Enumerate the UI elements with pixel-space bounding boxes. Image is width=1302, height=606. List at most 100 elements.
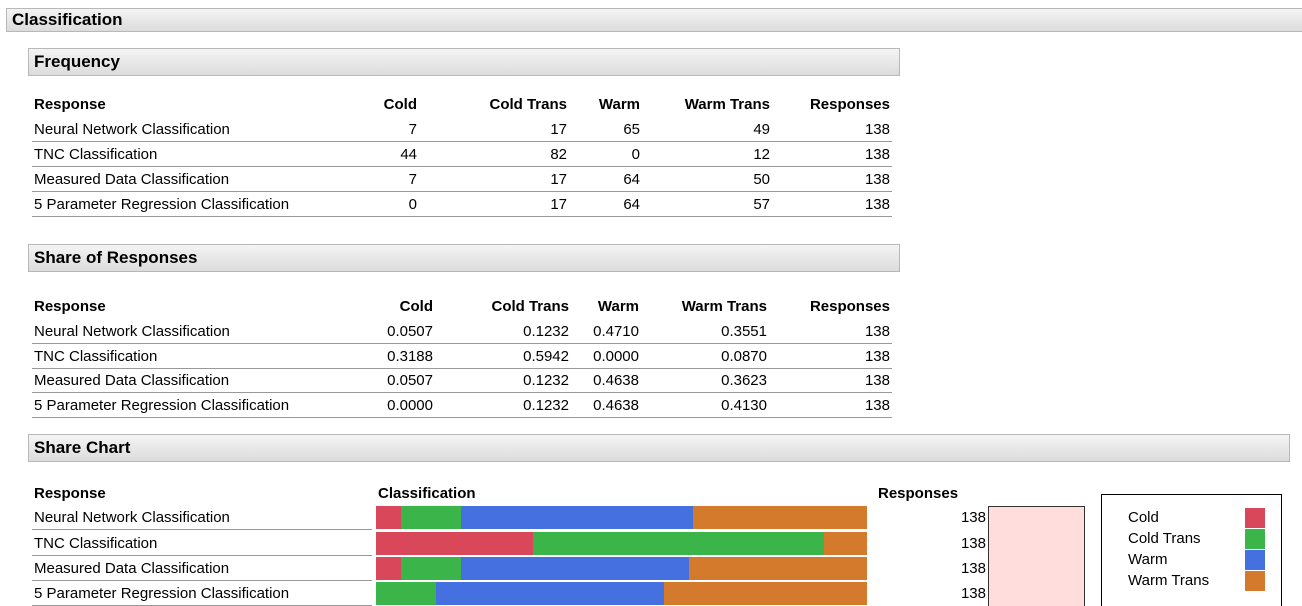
cell: 5 Parameter Regression Classification bbox=[34, 196, 290, 213]
cell: 7 bbox=[408, 121, 417, 138]
bar-segment bbox=[461, 506, 693, 529]
cell: 17 bbox=[550, 171, 567, 188]
bar-segment bbox=[376, 532, 533, 555]
responses-count: 138 bbox=[960, 509, 986, 526]
cell: Neural Network Classification bbox=[34, 121, 230, 138]
cell: 0.3551 bbox=[721, 323, 767, 340]
row-rule bbox=[32, 529, 372, 530]
row-rule bbox=[32, 580, 372, 581]
legend-swatch bbox=[1245, 508, 1265, 528]
row-rule bbox=[32, 417, 892, 418]
cell: 138 bbox=[864, 146, 890, 163]
legend-box bbox=[1101, 494, 1282, 606]
cell: Measured Data Classification bbox=[34, 171, 230, 188]
cell: 0.4710 bbox=[593, 323, 639, 340]
legend-label: Cold bbox=[1128, 509, 1159, 526]
column-header: Warm bbox=[597, 298, 639, 315]
column-header: Warm Trans bbox=[684, 96, 770, 113]
column-header: Response bbox=[34, 298, 106, 315]
count-box bbox=[988, 506, 1085, 606]
cell: TNC Classification bbox=[34, 146, 158, 163]
section-title: Classification bbox=[12, 10, 123, 29]
bar-segment bbox=[532, 532, 825, 555]
cell: 7 bbox=[408, 171, 417, 188]
legend-label: Warm Trans bbox=[1128, 572, 1210, 589]
cell: 138 bbox=[864, 121, 890, 138]
column-header: Cold bbox=[399, 298, 433, 315]
section-title: Share of Responses bbox=[34, 248, 198, 267]
row-rule bbox=[32, 141, 892, 142]
cell: 44 bbox=[400, 146, 417, 163]
cell: Measured Data Classification bbox=[34, 372, 230, 389]
cell: 5 Parameter Regression Classification bbox=[34, 397, 290, 414]
cell: 138 bbox=[864, 171, 890, 188]
column-header: Cold Trans bbox=[489, 96, 567, 113]
section-header bbox=[28, 434, 1290, 462]
cell: 0 bbox=[408, 196, 417, 213]
bar-segment bbox=[436, 582, 665, 605]
bar-segment bbox=[689, 557, 867, 580]
cell: Neural Network Classification bbox=[34, 323, 230, 340]
column-header: Responses bbox=[809, 96, 890, 113]
row-rule bbox=[32, 392, 892, 393]
legend-swatch bbox=[1245, 529, 1265, 549]
row-rule bbox=[32, 555, 372, 556]
column-header: Warm bbox=[598, 96, 640, 113]
cell: 0.1232 bbox=[523, 397, 569, 414]
section-header bbox=[28, 244, 900, 272]
legend-swatch bbox=[1245, 571, 1265, 591]
bar-segment bbox=[400, 557, 462, 580]
cell: 0.1232 bbox=[523, 372, 569, 389]
bar-segment bbox=[692, 506, 867, 529]
column-header: Responses bbox=[878, 485, 959, 502]
cell: 65 bbox=[623, 121, 640, 138]
cell: 0.0507 bbox=[387, 372, 433, 389]
row-rule bbox=[32, 166, 892, 167]
bar-segment bbox=[664, 582, 867, 605]
bar-segment bbox=[376, 557, 401, 580]
cell: 0.0000 bbox=[387, 397, 433, 414]
bar-segment bbox=[461, 557, 690, 580]
cell: 0 bbox=[631, 146, 640, 163]
bar-segment bbox=[376, 506, 401, 529]
cell: 64 bbox=[623, 171, 640, 188]
cell: 138 bbox=[864, 397, 890, 414]
cell: 64 bbox=[623, 196, 640, 213]
column-header: Classification bbox=[378, 485, 476, 502]
cell: 138 bbox=[864, 323, 890, 340]
row-label: 5 Parameter Regression Classification bbox=[34, 585, 290, 602]
cell: 0.0000 bbox=[593, 348, 639, 365]
column-header: Warm Trans bbox=[681, 298, 767, 315]
cell: 0.4638 bbox=[593, 372, 639, 389]
row-rule bbox=[32, 191, 892, 192]
cell: 0.3188 bbox=[387, 348, 433, 365]
bar-segment bbox=[824, 532, 867, 555]
responses-count: 138 bbox=[960, 585, 986, 602]
cell: 12 bbox=[753, 146, 770, 163]
cell: 17 bbox=[550, 196, 567, 213]
column-header: Response bbox=[34, 96, 106, 113]
row-rule bbox=[32, 343, 892, 344]
cell: 17 bbox=[550, 121, 567, 138]
row-label: Neural Network Classification bbox=[34, 509, 230, 526]
section-title: Frequency bbox=[34, 52, 120, 71]
responses-count: 138 bbox=[960, 535, 986, 552]
section-header bbox=[28, 48, 900, 76]
bar-segment bbox=[400, 506, 462, 529]
section-header bbox=[6, 8, 1302, 32]
cell: 50 bbox=[753, 171, 770, 188]
row-rule bbox=[32, 216, 892, 217]
bar-segment bbox=[376, 582, 437, 605]
cell: TNC Classification bbox=[34, 348, 158, 365]
cell: 138 bbox=[864, 348, 890, 365]
cell: 0.3623 bbox=[721, 372, 767, 389]
legend-label: Cold Trans bbox=[1128, 530, 1201, 547]
responses-count: 138 bbox=[960, 560, 986, 577]
cell: 138 bbox=[864, 372, 890, 389]
section-title: Share Chart bbox=[34, 438, 131, 457]
cell: 0.5942 bbox=[523, 348, 569, 365]
cell: 49 bbox=[753, 121, 770, 138]
column-header: Cold Trans bbox=[491, 298, 569, 315]
cell: 0.0870 bbox=[721, 348, 767, 365]
legend-swatch bbox=[1245, 550, 1265, 570]
